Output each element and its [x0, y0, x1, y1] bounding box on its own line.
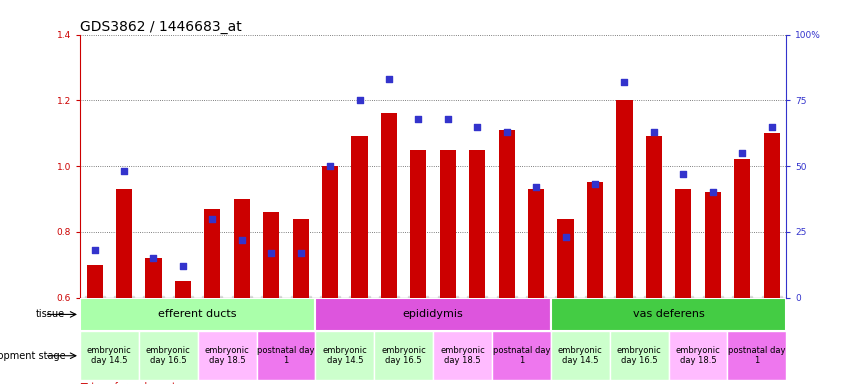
- Bar: [433, 331, 492, 380]
- Point: [412, 116, 425, 122]
- Bar: [764, 133, 780, 298]
- Point: [706, 189, 719, 195]
- Text: embryonic
day 18.5: embryonic day 18.5: [675, 346, 721, 366]
- Bar: [204, 209, 220, 298]
- Point: [558, 234, 572, 240]
- Point: [765, 124, 779, 130]
- Point: [353, 97, 367, 103]
- Point: [205, 215, 219, 222]
- Point: [471, 124, 484, 130]
- Bar: [499, 130, 515, 298]
- Bar: [87, 265, 103, 298]
- Text: ■ transformed count: ■ transformed count: [80, 382, 176, 384]
- Text: embryonic
day 14.5: embryonic day 14.5: [87, 346, 132, 366]
- Text: efferent ducts: efferent ducts: [158, 310, 237, 319]
- Point: [589, 181, 602, 187]
- Text: embryonic
day 14.5: embryonic day 14.5: [322, 346, 368, 366]
- Text: epididymis: epididymis: [403, 310, 463, 319]
- Point: [235, 237, 249, 243]
- Text: embryonic
day 16.5: embryonic day 16.5: [381, 346, 426, 366]
- Point: [500, 129, 513, 135]
- Point: [294, 250, 308, 256]
- Bar: [315, 331, 374, 380]
- Bar: [234, 199, 250, 298]
- Bar: [374, 331, 433, 380]
- Point: [177, 263, 190, 269]
- Bar: [551, 298, 786, 331]
- Point: [441, 116, 454, 122]
- Point: [87, 247, 101, 253]
- Text: development stage: development stage: [0, 351, 65, 361]
- Bar: [492, 331, 551, 380]
- Text: GDS3862 / 1446683_at: GDS3862 / 1446683_at: [80, 20, 241, 33]
- Bar: [381, 113, 397, 298]
- Bar: [528, 189, 544, 298]
- Point: [530, 184, 543, 190]
- Bar: [293, 218, 309, 298]
- Point: [648, 129, 661, 135]
- Bar: [727, 331, 786, 380]
- Bar: [175, 281, 191, 298]
- Bar: [440, 150, 456, 298]
- Bar: [116, 189, 132, 298]
- Bar: [616, 100, 632, 298]
- Point: [146, 255, 160, 261]
- Text: postnatal day
1: postnatal day 1: [257, 346, 315, 366]
- Bar: [734, 159, 750, 298]
- Bar: [80, 298, 315, 331]
- Bar: [80, 331, 139, 380]
- Bar: [675, 189, 691, 298]
- Text: postnatal day
1: postnatal day 1: [493, 346, 550, 366]
- Text: tissue: tissue: [36, 310, 65, 319]
- Text: embryonic
day 14.5: embryonic day 14.5: [558, 346, 603, 366]
- Bar: [315, 298, 551, 331]
- Point: [323, 163, 336, 169]
- Point: [617, 79, 631, 85]
- Bar: [263, 212, 279, 298]
- Text: embryonic
day 16.5: embryonic day 16.5: [145, 346, 191, 366]
- Bar: [410, 150, 426, 298]
- Bar: [587, 182, 603, 298]
- Bar: [469, 150, 485, 298]
- Bar: [257, 331, 315, 380]
- Bar: [610, 331, 669, 380]
- Bar: [139, 331, 198, 380]
- Text: embryonic
day 18.5: embryonic day 18.5: [440, 346, 485, 366]
- Text: embryonic
day 16.5: embryonic day 16.5: [616, 346, 662, 366]
- Bar: [198, 331, 257, 380]
- Text: postnatal day
1: postnatal day 1: [728, 346, 785, 366]
- Bar: [145, 258, 161, 298]
- Point: [735, 150, 748, 156]
- Bar: [669, 331, 727, 380]
- Point: [264, 250, 278, 256]
- Text: vas deferens: vas deferens: [632, 310, 705, 319]
- Bar: [322, 166, 338, 298]
- Point: [676, 171, 690, 177]
- Bar: [352, 136, 368, 298]
- Bar: [646, 136, 662, 298]
- Point: [117, 168, 131, 174]
- Bar: [551, 331, 610, 380]
- Bar: [705, 192, 721, 298]
- Bar: [558, 218, 574, 298]
- Text: embryonic
day 18.5: embryonic day 18.5: [204, 346, 250, 366]
- Point: [382, 76, 396, 82]
